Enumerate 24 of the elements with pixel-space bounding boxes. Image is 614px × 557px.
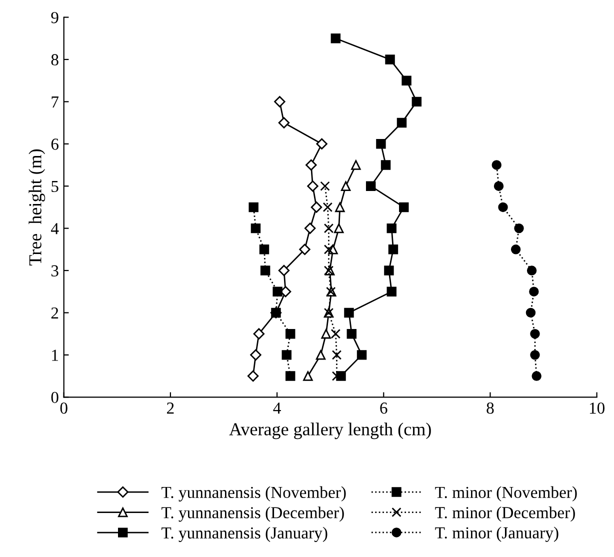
x-tick-label: 2 bbox=[167, 402, 174, 414]
y-tick-label: 3 bbox=[51, 265, 58, 276]
y-axis-title: Tree height (m) bbox=[28, 149, 46, 266]
legend-label: T. minor (January) bbox=[435, 526, 558, 542]
legend-label: T. yunnanensis (November) bbox=[162, 486, 346, 502]
y-tick-label: 4 bbox=[50, 223, 59, 234]
y-tick-label: 6 bbox=[51, 138, 58, 150]
legend-label: T. minor (November) bbox=[435, 486, 577, 502]
y-tick-label: 2 bbox=[51, 307, 58, 319]
y-tick-label: 8 bbox=[51, 54, 58, 66]
x-axis-title: Average gallery length (cm) bbox=[229, 422, 431, 440]
legend-label: T. yunnanensis (January) bbox=[162, 526, 328, 542]
x-tick-label: 4 bbox=[273, 402, 281, 414]
x-tick-label: 6 bbox=[380, 402, 388, 414]
y-tick-label: 1 bbox=[52, 350, 58, 361]
legend-label: T. yunnanensis (December) bbox=[162, 506, 344, 522]
y-tick-label: 9 bbox=[51, 12, 58, 24]
y-tick-label: 7 bbox=[52, 96, 59, 108]
legend-label: T. minor (December) bbox=[435, 506, 575, 522]
x-tick-label: 10 bbox=[590, 402, 605, 414]
y-tick-label: 0 bbox=[51, 392, 58, 404]
y-tick-label: 5 bbox=[52, 180, 58, 192]
x-tick-label: 8 bbox=[486, 402, 494, 414]
x-tick-label: 0 bbox=[60, 402, 68, 414]
